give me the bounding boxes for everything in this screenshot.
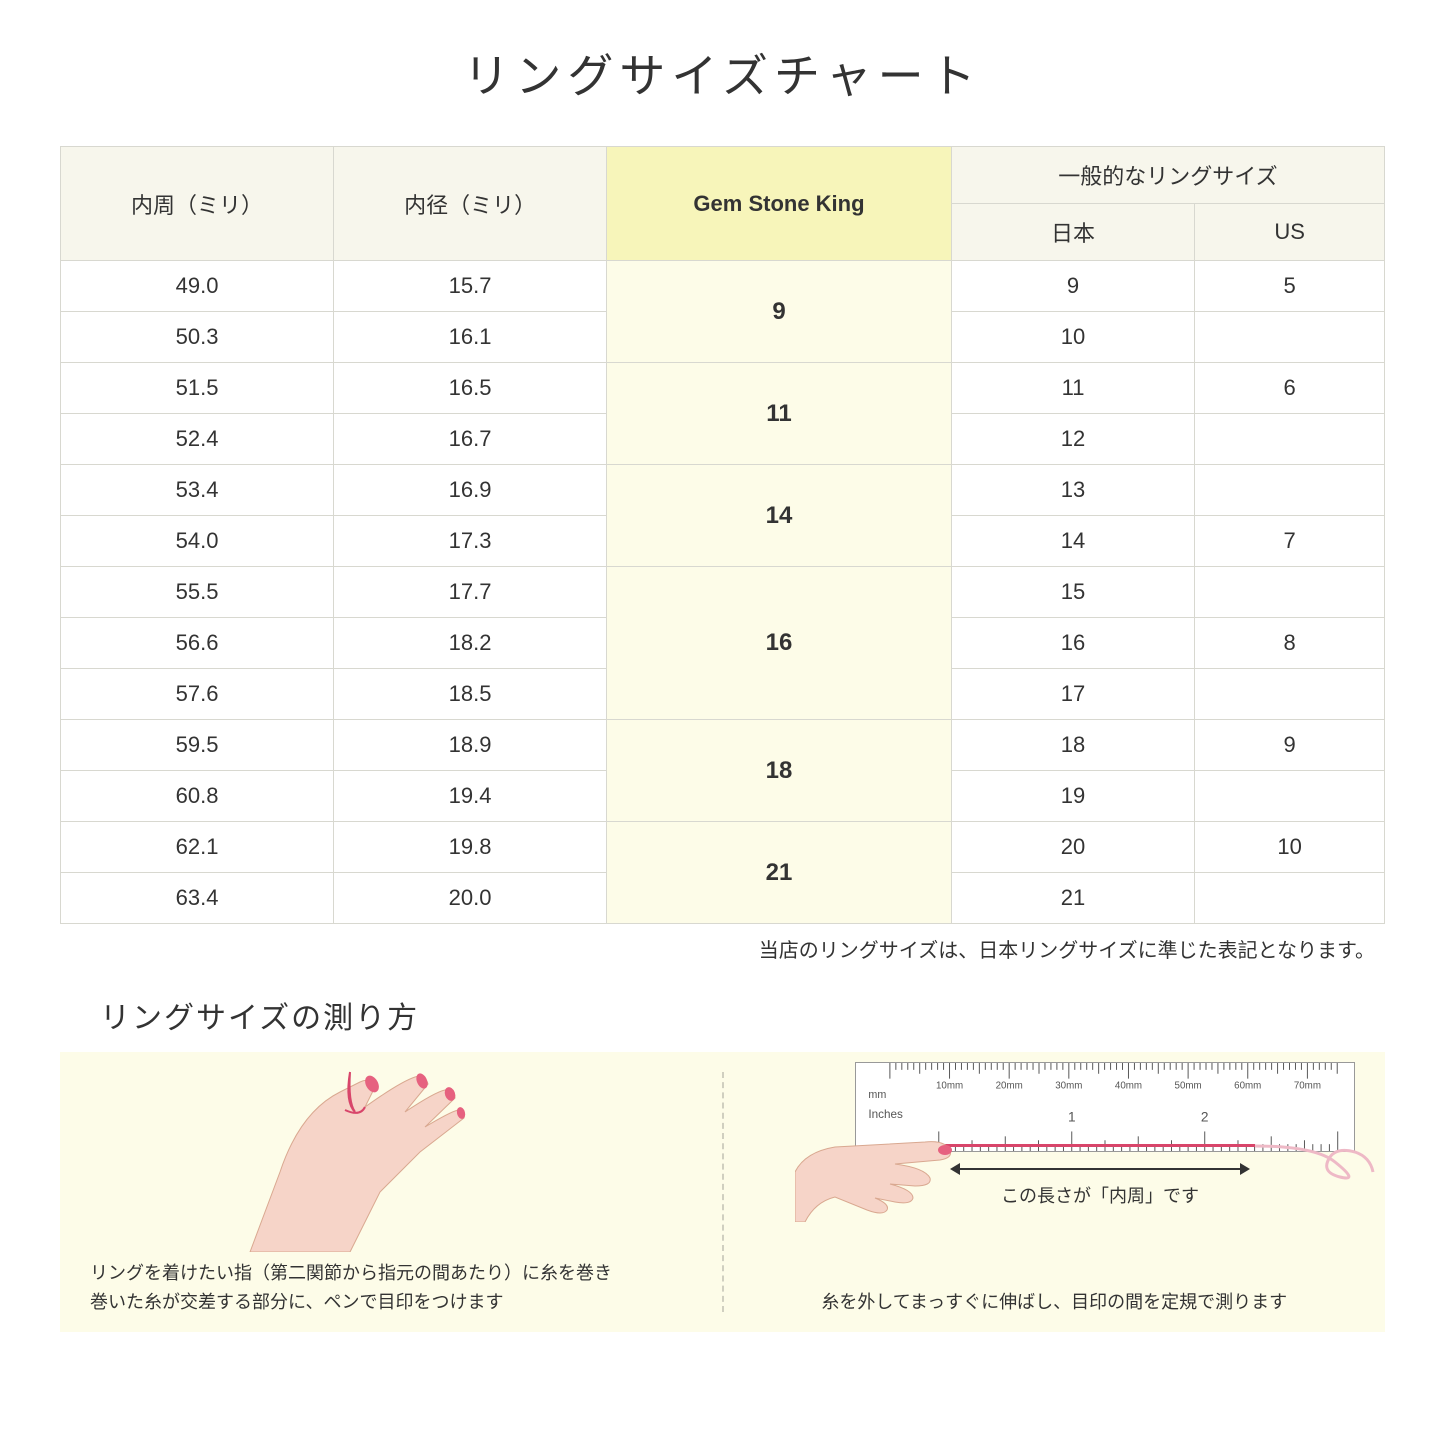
cell-us: 5 bbox=[1195, 261, 1385, 312]
svg-text:20mm: 20mm bbox=[996, 1080, 1023, 1091]
cell-circ: 49.0 bbox=[61, 261, 334, 312]
measure-arrow: この長さが「内周」です bbox=[950, 1162, 1250, 1208]
svg-text:40mm: 40mm bbox=[1115, 1080, 1142, 1091]
cell-jp: 9 bbox=[951, 261, 1194, 312]
cell-dia: 16.7 bbox=[334, 414, 607, 465]
cell-circ: 59.5 bbox=[61, 720, 334, 771]
cell-circ: 55.5 bbox=[61, 567, 334, 618]
howto-left-text: リングを着けたい指（第二関節から指元の間あたり）に糸を巻き 巻いた糸が交差する部… bbox=[90, 1259, 692, 1317]
cell-jp: 16 bbox=[951, 618, 1194, 669]
cell-dia: 18.5 bbox=[334, 669, 607, 720]
cell-gsk: 16 bbox=[607, 567, 952, 720]
table-row: 53.416.91413 bbox=[61, 465, 1385, 516]
svg-text:10mm: 10mm bbox=[936, 1080, 963, 1091]
cell-jp: 13 bbox=[951, 465, 1194, 516]
col-general-group: 一般的なリングサイズ bbox=[951, 147, 1384, 204]
cell-dia: 20.0 bbox=[334, 873, 607, 924]
howto-panel: リングを着けたい指（第二関節から指元の間あたり）に糸を巻き 巻いた糸が交差する部… bbox=[60, 1052, 1385, 1332]
cell-jp: 10 bbox=[951, 312, 1194, 363]
cell-circ: 60.8 bbox=[61, 771, 334, 822]
cell-gsk: 21 bbox=[607, 822, 952, 924]
cell-gsk: 11 bbox=[607, 363, 952, 465]
howto-step-1: リングを着けたい指（第二関節から指元の間あたり）に糸を巻き 巻いた糸が交差する部… bbox=[60, 1052, 722, 1332]
svg-text:30mm: 30mm bbox=[1055, 1080, 1082, 1091]
cell-circ: 57.6 bbox=[61, 669, 334, 720]
ring-size-table: 内周（ミリ） 内径（ミリ） Gem Stone King 一般的なリングサイズ … bbox=[60, 146, 1385, 924]
svg-text:mm: mm bbox=[868, 1089, 886, 1101]
table-row: 51.516.511116 bbox=[61, 363, 1385, 414]
cell-jp: 19 bbox=[951, 771, 1194, 822]
table-row: 55.517.71615 bbox=[61, 567, 1385, 618]
cell-us: 7 bbox=[1195, 516, 1385, 567]
col-us: US bbox=[1195, 204, 1385, 261]
col-circumference: 内周（ミリ） bbox=[61, 147, 334, 261]
cell-us bbox=[1195, 873, 1385, 924]
table-row: 62.119.8212010 bbox=[61, 822, 1385, 873]
cell-dia: 18.9 bbox=[334, 720, 607, 771]
cell-circ: 63.4 bbox=[61, 873, 334, 924]
cell-jp: 15 bbox=[951, 567, 1194, 618]
cell-jp: 12 bbox=[951, 414, 1194, 465]
cell-circ: 50.3 bbox=[61, 312, 334, 363]
howto-right-text: 糸を外してまっすぐに伸ばし、目印の間を定規で測ります bbox=[754, 1288, 1356, 1317]
cell-jp: 21 bbox=[951, 873, 1194, 924]
cell-us bbox=[1195, 771, 1385, 822]
thread-curl-icon bbox=[1255, 1122, 1375, 1192]
hand-with-thread-icon bbox=[200, 1052, 520, 1252]
cell-us: 10 bbox=[1195, 822, 1385, 873]
cell-dia: 16.5 bbox=[334, 363, 607, 414]
pointing-hand-icon bbox=[795, 1102, 975, 1222]
cell-gsk: 14 bbox=[607, 465, 952, 567]
cell-circ: 51.5 bbox=[61, 363, 334, 414]
cell-jp: 17 bbox=[951, 669, 1194, 720]
cell-gsk: 9 bbox=[607, 261, 952, 363]
cell-jp: 20 bbox=[951, 822, 1194, 873]
howto-title: リングサイズの測り方 bbox=[100, 993, 1385, 1037]
cell-jp: 11 bbox=[951, 363, 1194, 414]
svg-text:2: 2 bbox=[1201, 1110, 1209, 1125]
cell-us bbox=[1195, 414, 1385, 465]
cell-us bbox=[1195, 465, 1385, 516]
cell-circ: 56.6 bbox=[61, 618, 334, 669]
cell-circ: 53.4 bbox=[61, 465, 334, 516]
cell-dia: 17.3 bbox=[334, 516, 607, 567]
svg-text:60mm: 60mm bbox=[1234, 1080, 1261, 1091]
cell-us: 6 bbox=[1195, 363, 1385, 414]
cell-dia: 15.7 bbox=[334, 261, 607, 312]
cell-dia: 16.1 bbox=[334, 312, 607, 363]
cell-jp: 18 bbox=[951, 720, 1194, 771]
cell-dia: 18.2 bbox=[334, 618, 607, 669]
howto-step-2: 10mm20mm30mm40mm50mm60mm70mmmmInches12 こ… bbox=[724, 1052, 1386, 1332]
cell-dia: 19.4 bbox=[334, 771, 607, 822]
cell-dia: 17.7 bbox=[334, 567, 607, 618]
table-row: 59.518.918189 bbox=[61, 720, 1385, 771]
svg-text:70mm: 70mm bbox=[1294, 1080, 1321, 1091]
size-note: 当店のリングサイズは、日本リングサイズに準じた表記となります。 bbox=[60, 934, 1375, 963]
cell-dia: 19.8 bbox=[334, 822, 607, 873]
col-diameter: 内径（ミリ） bbox=[334, 147, 607, 261]
page-title: リングサイズチャート bbox=[60, 40, 1385, 106]
cell-dia: 16.9 bbox=[334, 465, 607, 516]
table-row: 49.015.7995 bbox=[61, 261, 1385, 312]
svg-text:50mm: 50mm bbox=[1175, 1080, 1202, 1091]
cell-circ: 54.0 bbox=[61, 516, 334, 567]
col-japan: 日本 bbox=[951, 204, 1194, 261]
cell-jp: 14 bbox=[951, 516, 1194, 567]
cell-circ: 62.1 bbox=[61, 822, 334, 873]
cell-us bbox=[1195, 567, 1385, 618]
cell-us: 9 bbox=[1195, 720, 1385, 771]
cell-us: 8 bbox=[1195, 618, 1385, 669]
col-gsk: Gem Stone King bbox=[607, 147, 952, 261]
cell-gsk: 18 bbox=[607, 720, 952, 822]
cell-us bbox=[1195, 312, 1385, 363]
cell-us bbox=[1195, 669, 1385, 720]
svg-text:1: 1 bbox=[1068, 1110, 1076, 1125]
cell-circ: 52.4 bbox=[61, 414, 334, 465]
